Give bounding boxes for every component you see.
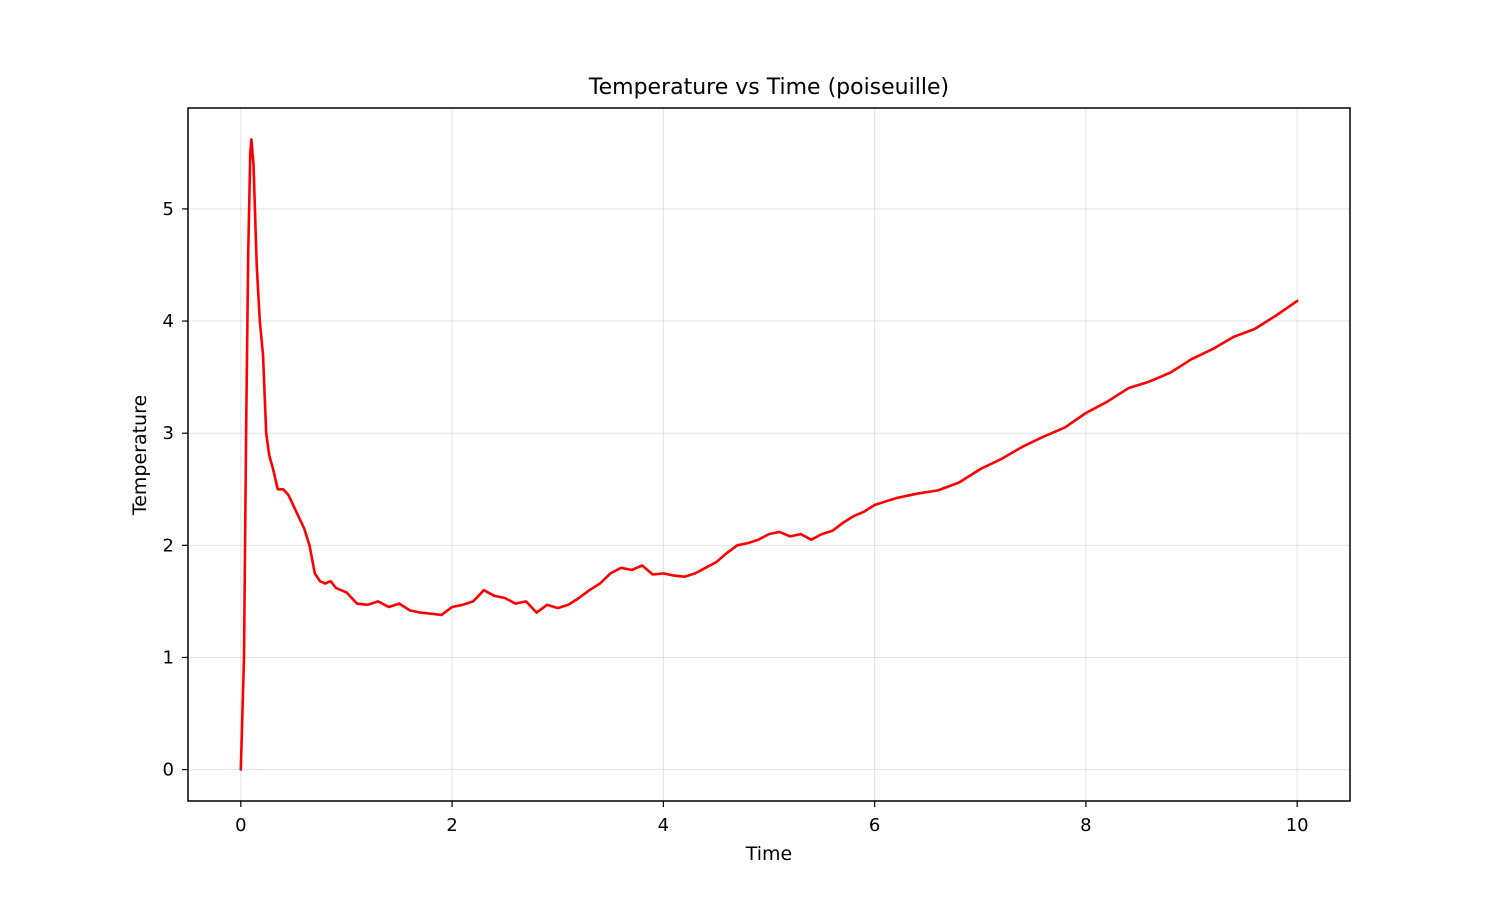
y-tick-label: 2 (163, 535, 174, 556)
y-tick-label: 4 (163, 311, 174, 332)
x-tick-label: 0 (235, 815, 246, 836)
x-tick-label: 4 (658, 815, 669, 836)
grid-lines (188, 108, 1350, 801)
series-line (239, 138, 1299, 771)
y-axis-label: Temperature (129, 395, 151, 516)
axis-ticks: 0 2 4 6 8 10 0 1 2 3 4 5 (163, 199, 1309, 836)
plot-area (239, 138, 1299, 771)
x-tick-label: 2 (446, 815, 457, 836)
x-tick-label: 10 (1286, 815, 1309, 836)
chart-title: Temperature vs Time (poiseuille) (588, 75, 949, 100)
y-tick-label: 1 (163, 647, 174, 668)
plot-frame (187, 107, 1351, 802)
x-axis-label: Time (745, 843, 793, 865)
y-tick-label: 3 (163, 423, 174, 444)
y-tick-label: 5 (163, 199, 174, 220)
y-tick-label: 0 (163, 760, 174, 781)
x-tick-label: 6 (869, 815, 880, 836)
x-tick-label: 8 (1080, 815, 1091, 836)
